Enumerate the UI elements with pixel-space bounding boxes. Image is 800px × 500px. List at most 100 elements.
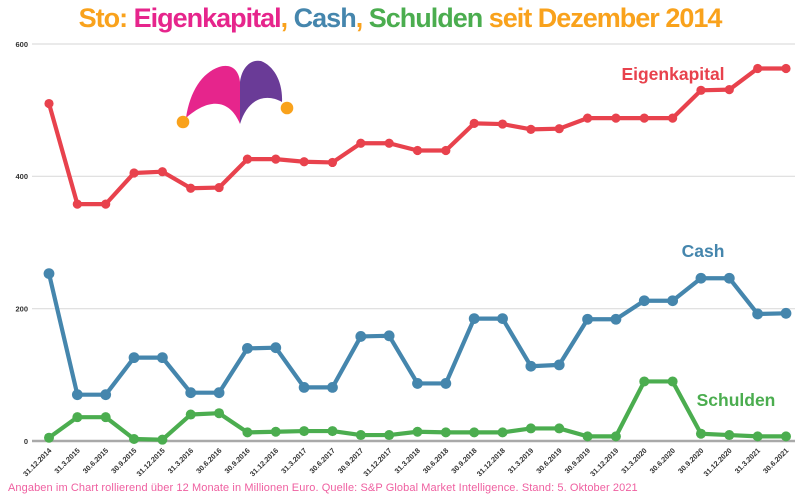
data-point: [383, 330, 395, 342]
data-point: [582, 431, 593, 442]
data-point: [242, 342, 253, 354]
x-tick-labels: 31.12.2014 31.3.2015 30.6.2015 30.9.201531.…: [21, 445, 790, 478]
x-tick-label: 30.9.2016: [223, 446, 252, 475]
data-point: [781, 63, 791, 74]
x-tick-label: 31.12.2019: [588, 446, 620, 478]
data-point: [129, 168, 139, 178]
x-tick-label: 31.3.2016: [166, 446, 195, 475]
title-segment: Schulden: [368, 3, 484, 33]
data-point: [72, 412, 83, 423]
series-label-schulden: Schulden: [697, 390, 776, 410]
data-point: [72, 199, 82, 209]
x-tick-label: 31.12.2017: [361, 446, 393, 478]
data-point: [440, 378, 452, 389]
x-tick-label: 30.6.2020: [648, 446, 677, 475]
data-point: [441, 145, 451, 156]
data-point: [468, 313, 480, 324]
data-point: [638, 295, 650, 307]
data-point: [128, 352, 140, 364]
x-tick-label: 31.3.2019: [506, 446, 535, 475]
data-point: [213, 387, 225, 399]
data-point: [526, 124, 536, 134]
data-point: [44, 432, 54, 443]
data-point: [497, 119, 508, 129]
data-point: [667, 376, 678, 387]
data-point: [497, 427, 508, 438]
data-point: [639, 113, 649, 123]
x-tick-label: 31.12.2014: [21, 445, 54, 478]
series-cash: [43, 268, 792, 401]
data-point: [299, 426, 310, 437]
data-point: [327, 426, 338, 437]
data-point: [582, 113, 593, 123]
title-segment: Sto:: [78, 3, 134, 33]
x-tick-label: 31.3.2017: [279, 446, 308, 475]
jester-hat-right-bell: [280, 101, 294, 115]
y-tick-label: 0: [24, 437, 28, 446]
x-tick-label: 30.6.2021: [761, 446, 790, 475]
data-point: [71, 389, 83, 401]
jester-hat-left-horn: [186, 65, 240, 124]
data-point: [469, 118, 479, 128]
x-tick-label: 30.6.2017: [308, 446, 337, 475]
series-label-cash: Cash: [682, 241, 725, 261]
title-segment: ,: [280, 3, 294, 33]
data-point: [554, 423, 565, 434]
title-segment: seit Dezember 2014: [482, 3, 723, 33]
data-point: [157, 434, 168, 445]
data-point: [667, 295, 679, 307]
title-segment: Cash: [293, 3, 357, 33]
data-point: [214, 182, 224, 193]
source-note: Angaben im Chart rollierend über 12 Mona…: [8, 482, 638, 494]
x-tick-label: 31.12.2016: [248, 446, 280, 478]
data-point: [271, 154, 281, 164]
data-point: [611, 113, 621, 123]
data-point: [723, 272, 735, 284]
data-point: [412, 378, 423, 389]
data-point: [327, 382, 338, 393]
x-tick-label: 31.12.2015: [135, 446, 167, 478]
data-point: [298, 382, 310, 393]
y-tick-label: 600: [15, 40, 28, 49]
series-schulden: [44, 376, 791, 445]
data-point: [270, 426, 281, 437]
data-point: [242, 154, 253, 164]
data-point: [299, 157, 309, 167]
data-point: [497, 313, 508, 324]
x-tick-label: 30.6.2016: [194, 446, 223, 475]
jester-hat-left-bell: [176, 115, 190, 129]
data-point: [129, 434, 140, 445]
data-point: [469, 427, 480, 438]
data-point: [44, 98, 54, 109]
x-tick-label: 30.6.2018: [421, 446, 450, 475]
data-point: [355, 331, 367, 342]
x-tick-label: 31.12.2018: [475, 446, 507, 478]
chart-title: Sto: Eigenkapital, Cash, Schulden seit D…: [0, 3, 800, 34]
data-point: [186, 183, 196, 193]
data-point: [752, 308, 764, 320]
x-tick-label: 31.3.2020: [619, 446, 648, 475]
x-tick-label: 30.9.2017: [336, 446, 365, 475]
series-line: [46, 66, 789, 207]
title-segment: ,: [355, 3, 369, 33]
jester-hat-logo: [176, 60, 294, 129]
data-point: [355, 430, 366, 441]
jester-hat-right-horn: [240, 60, 283, 124]
series-line: [46, 271, 789, 397]
x-tick-label: 30.9.2019: [563, 446, 592, 475]
data-point: [327, 157, 338, 168]
data-point: [214, 408, 225, 419]
x-tick-label: 31.3.2015: [52, 446, 81, 475]
x-tick-label: 30.9.2015: [109, 446, 138, 475]
x-tick-label: 31.12.2020: [702, 446, 734, 478]
data-point: [610, 431, 621, 442]
chart-canvas: 0 200 400 600 31.12.2014 31.3.2015 30.6.2015 30…: [15, 40, 795, 478]
y-tick-label: 200: [15, 304, 28, 313]
data-point: [525, 423, 536, 434]
data-point: [724, 430, 735, 441]
data-point: [668, 113, 678, 123]
data-point: [610, 313, 622, 325]
x-tick-label: 30.9.2018: [449, 446, 478, 475]
x-tick-label: 30.9.2020: [676, 446, 705, 475]
